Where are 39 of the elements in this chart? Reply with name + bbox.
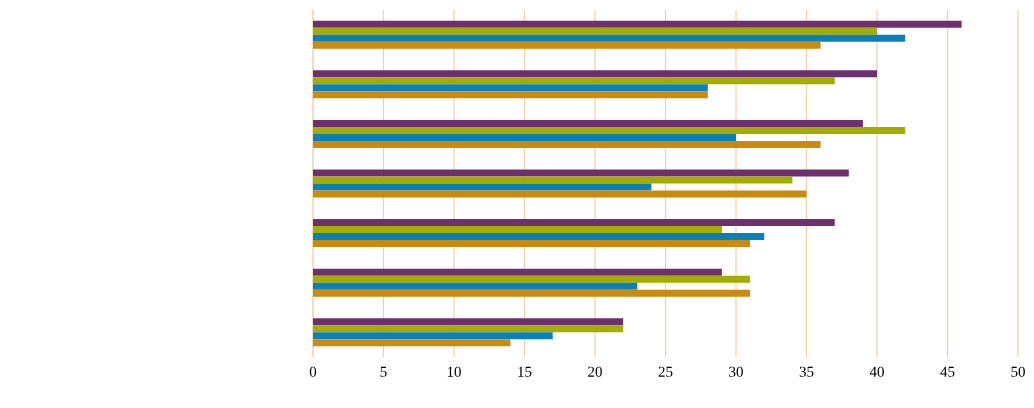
bar <box>313 91 708 99</box>
x-tick-label: 25 <box>658 366 673 377</box>
x-tick-label: 35 <box>799 366 814 377</box>
bar <box>313 268 722 276</box>
bar <box>313 183 652 191</box>
x-tick-label: 0 <box>309 366 317 377</box>
bar <box>313 190 807 198</box>
bar <box>313 339 511 347</box>
bar <box>313 275 751 283</box>
bar <box>313 70 878 78</box>
bar <box>313 240 751 248</box>
x-tick-label: 50 <box>1011 366 1025 377</box>
bar <box>313 84 708 92</box>
bar <box>313 226 722 234</box>
bar <box>313 176 793 184</box>
bar <box>313 325 624 333</box>
x-tick-label: 45 <box>940 366 955 377</box>
x-tick-label: 40 <box>869 366 884 377</box>
bar <box>313 332 553 340</box>
bar <box>313 282 638 290</box>
bar <box>313 169 849 177</box>
bar <box>313 140 821 148</box>
bar <box>313 133 737 141</box>
bar <box>313 289 751 297</box>
bar <box>313 318 624 326</box>
bar <box>313 119 863 127</box>
bar <box>313 20 962 28</box>
x-tick-label: 30 <box>729 366 743 377</box>
x-tick-label: 10 <box>447 366 461 377</box>
x-tick-label: 15 <box>518 366 532 377</box>
bar <box>313 41 821 49</box>
bar <box>313 219 835 227</box>
bar <box>313 126 906 134</box>
bar <box>313 233 765 241</box>
x-tick-label: 20 <box>588 366 602 377</box>
x-tick-label: 5 <box>380 366 387 377</box>
bar <box>313 34 906 42</box>
bar <box>313 27 878 35</box>
bar <box>313 77 835 85</box>
